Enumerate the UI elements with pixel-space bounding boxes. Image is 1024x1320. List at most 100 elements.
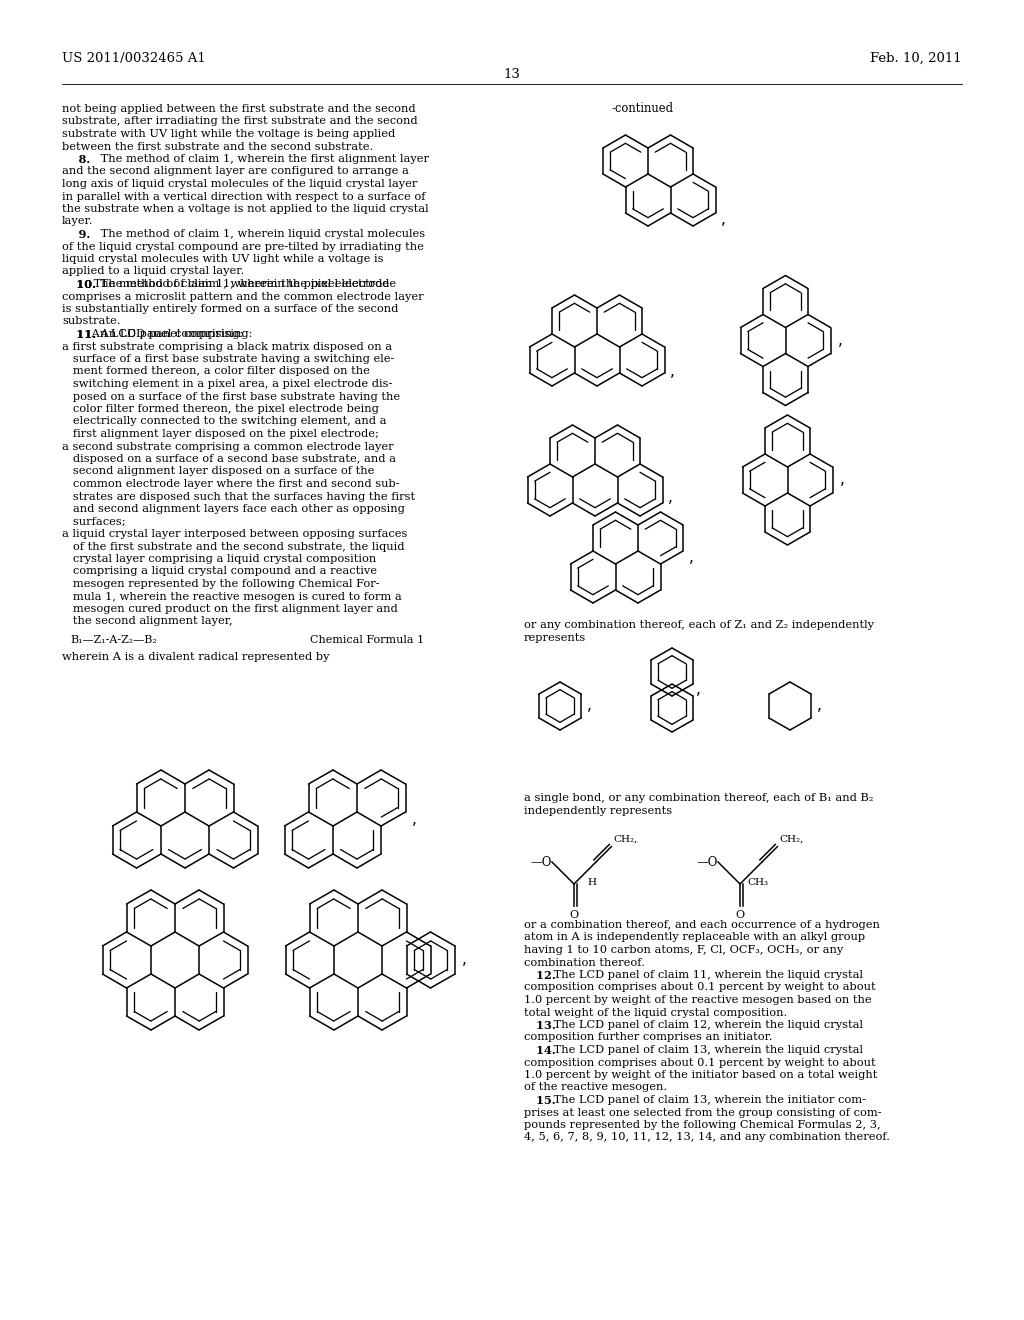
Text: Feb. 10, 2011: Feb. 10, 2011	[870, 51, 962, 65]
Text: 14.: 14.	[524, 1045, 556, 1056]
Text: Chemical Formula 1: Chemical Formula 1	[310, 635, 424, 645]
Text: or any combination thereof, each of Z₁ and Z₂ independently: or any combination thereof, each of Z₁ a…	[524, 620, 874, 630]
Text: represents: represents	[524, 634, 587, 643]
Text: ment formed thereon, a color filter disposed on the: ment formed thereon, a color filter disp…	[62, 367, 370, 376]
Text: ,: ,	[840, 473, 845, 487]
Text: mula 1, wherein the reactive mesogen is cured to form a: mula 1, wherein the reactive mesogen is …	[62, 591, 401, 602]
Text: 13: 13	[504, 69, 520, 81]
Text: The LCD panel of claim 13, wherein the liquid crystal: The LCD panel of claim 13, wherein the l…	[550, 1045, 863, 1055]
Text: CH₂,: CH₂,	[779, 834, 804, 843]
Text: ,: ,	[688, 550, 693, 565]
Text: of the liquid crystal compound are pre-tilted by irradiating the: of the liquid crystal compound are pre-t…	[62, 242, 424, 252]
Text: mesogen cured product on the first alignment layer and: mesogen cured product on the first align…	[62, 605, 397, 614]
Text: The method of claim 1, wherein the pixel electrode: The method of claim 1, wherein the pixel…	[97, 279, 396, 289]
Text: 13.: 13.	[524, 1020, 556, 1031]
Text: The method of claim 1, wherein liquid crystal molecules: The method of claim 1, wherein liquid cr…	[97, 228, 426, 239]
Text: disposed on a surface of a second base substrate, and a: disposed on a surface of a second base s…	[62, 454, 396, 465]
Text: 1.0 percent by weight of the initiator based on a total weight: 1.0 percent by weight of the initiator b…	[524, 1071, 878, 1080]
Text: or a combination thereof, and each occurrence of a hydrogen: or a combination thereof, and each occur…	[524, 920, 880, 931]
Text: of the reactive mesogen.: of the reactive mesogen.	[524, 1082, 667, 1093]
Text: The method of claim 1, wherein the pixel electrode: The method of claim 1, wherein the pixel…	[90, 279, 389, 289]
Text: comprising a liquid crystal compound and a reactive: comprising a liquid crystal compound and…	[62, 566, 377, 577]
Text: —O: —O	[530, 855, 551, 869]
Text: between the first substrate and the second substrate.: between the first substrate and the seco…	[62, 141, 374, 152]
Text: liquid crystal molecules with UV light while a voltage is: liquid crystal molecules with UV light w…	[62, 253, 384, 264]
Text: second alignment layer disposed on a surface of the: second alignment layer disposed on a sur…	[62, 466, 375, 477]
Text: mesogen represented by the following Chemical For-: mesogen represented by the following Che…	[62, 579, 380, 589]
Text: substrate with UV light while the voltage is being applied: substrate with UV light while the voltag…	[62, 129, 395, 139]
Text: composition comprises about 0.1 percent by weight to about: composition comprises about 0.1 percent …	[524, 1057, 876, 1068]
Text: total weight of the liquid crystal composition.: total weight of the liquid crystal compo…	[524, 1007, 787, 1018]
Text: CH₂,: CH₂,	[613, 834, 638, 843]
Text: and second alignment layers face each other as opposing: and second alignment layers face each ot…	[62, 504, 404, 513]
Text: not being applied between the first substrate and the second: not being applied between the first subs…	[62, 104, 416, 114]
Text: composition comprises about 0.1 percent by weight to about: composition comprises about 0.1 percent …	[524, 982, 876, 993]
Text: layer.: layer.	[62, 216, 93, 227]
Text: a liquid crystal layer interposed between opposing surfaces: a liquid crystal layer interposed betwee…	[62, 529, 408, 539]
Text: a first substrate comprising a black matrix disposed on a: a first substrate comprising a black mat…	[62, 342, 392, 351]
Text: composition further comprises an initiator.: composition further comprises an initiat…	[524, 1032, 773, 1043]
Text: comprises a microslit pattern and the common electrode layer: comprises a microslit pattern and the co…	[62, 292, 424, 301]
Text: CH₃: CH₃	[748, 878, 768, 887]
Text: posed on a surface of the first base substrate having the: posed on a surface of the first base sub…	[62, 392, 400, 401]
Text: 9.: 9.	[62, 228, 90, 240]
Text: switching element in a pixel area, a pixel electrode dis-: switching element in a pixel area, a pix…	[62, 379, 392, 389]
Text: combination thereof.: combination thereof.	[524, 957, 645, 968]
Text: 10.: 10.	[62, 279, 96, 290]
Text: H: H	[588, 878, 597, 887]
Text: long axis of liquid crystal molecules of the liquid crystal layer: long axis of liquid crystal molecules of…	[62, 180, 418, 189]
Text: ,: ,	[413, 812, 417, 826]
Text: 1.0 percent by weight of the reactive mesogen based on the: 1.0 percent by weight of the reactive me…	[524, 995, 871, 1005]
Text: ,: ,	[838, 333, 843, 348]
Text: ,: ,	[670, 364, 675, 379]
Text: wherein A is a divalent radical represented by: wherein A is a divalent radical represen…	[62, 652, 330, 661]
Text: substrate.: substrate.	[62, 317, 121, 326]
Text: strates are disposed such that the surfaces having the first: strates are disposed such that the surfa…	[62, 491, 415, 502]
Text: US 2011/0032465 A1: US 2011/0032465 A1	[62, 51, 206, 65]
Text: a single bond, or any combination thereof, each of B₁ and B₂: a single bond, or any combination thereo…	[524, 793, 873, 803]
Text: common electrode layer where the first and second sub-: common electrode layer where the first a…	[62, 479, 399, 488]
Text: crystal layer comprising a liquid crystal composition: crystal layer comprising a liquid crysta…	[62, 554, 376, 564]
Text: atom in A is independently replaceable with an alkyl group: atom in A is independently replaceable w…	[524, 932, 865, 942]
Text: The LCD panel of claim 12, wherein the liquid crystal: The LCD panel of claim 12, wherein the l…	[550, 1020, 863, 1030]
Text: substrate, after irradiating the first substrate and the second: substrate, after irradiating the first s…	[62, 116, 418, 127]
Text: is substantially entirely formed on a surface of the second: is substantially entirely formed on a su…	[62, 304, 398, 314]
Text: The LCD panel of claim 13, wherein the initiator com-: The LCD panel of claim 13, wherein the i…	[550, 1096, 866, 1105]
Text: surface of a first base substrate having a switching ele-: surface of a first base substrate having…	[62, 354, 394, 364]
Text: first alignment layer disposed on the pixel electrode;: first alignment layer disposed on the pi…	[62, 429, 379, 440]
Text: 4, 5, 6, 7, 8, 9, 10, 11, 12, 13, 14, and any combination thereof.: 4, 5, 6, 7, 8, 9, 10, 11, 12, 13, 14, an…	[524, 1133, 890, 1143]
Text: a second substrate comprising a common electrode layer: a second substrate comprising a common e…	[62, 441, 393, 451]
Text: The LCD panel of claim 11, wherein the liquid crystal: The LCD panel of claim 11, wherein the l…	[550, 970, 863, 979]
Text: B₁—Z₁-A-Z₂—B₂: B₁—Z₁-A-Z₂—B₂	[70, 635, 157, 645]
Text: the second alignment layer,: the second alignment layer,	[62, 616, 232, 627]
Text: O: O	[735, 909, 744, 920]
Text: having 1 to 10 carbon atoms, F, Cl, OCF₃, OCH₃, or any: having 1 to 10 carbon atoms, F, Cl, OCF₃…	[524, 945, 843, 954]
Text: ,: ,	[695, 682, 700, 697]
Text: ,: ,	[462, 953, 467, 968]
Text: the substrate when a voltage is not applied to the liquid crystal: the substrate when a voltage is not appl…	[62, 205, 429, 214]
Text: O: O	[569, 909, 579, 920]
Text: and the second alignment layer are configured to arrange a: and the second alignment layer are confi…	[62, 166, 409, 177]
Text: 11.: 11.	[62, 329, 96, 341]
Text: An LCD panel comprising:: An LCD panel comprising:	[97, 329, 253, 339]
Text: pounds represented by the following Chemical Formulas 2, 3,: pounds represented by the following Chem…	[524, 1119, 881, 1130]
Text: 12.: 12.	[524, 970, 556, 981]
Text: -continued: -continued	[612, 102, 674, 115]
Text: —O: —O	[696, 855, 718, 869]
Text: 15.: 15.	[524, 1096, 556, 1106]
Text: in parallel with a vertical direction with respect to a surface of: in parallel with a vertical direction wi…	[62, 191, 426, 202]
Text: ,: ,	[668, 490, 673, 506]
Text: 10.: 10.	[62, 279, 96, 290]
Text: of the first substrate and the second substrate, the liquid: of the first substrate and the second su…	[62, 541, 404, 552]
Text: An LCD panel comprising:: An LCD panel comprising:	[88, 329, 244, 339]
Text: applied to a liquid crystal layer.: applied to a liquid crystal layer.	[62, 267, 245, 276]
Text: color filter formed thereon, the pixel electrode being: color filter formed thereon, the pixel e…	[62, 404, 379, 414]
Text: prises at least one selected from the group consisting of com-: prises at least one selected from the gr…	[524, 1107, 882, 1118]
Text: 11.: 11.	[62, 329, 96, 341]
Text: ,: ,	[817, 698, 822, 714]
Text: surfaces;: surfaces;	[62, 516, 126, 527]
Text: independently represents: independently represents	[524, 807, 672, 816]
Text: The method of claim 1, wherein the first alignment layer: The method of claim 1, wherein the first…	[97, 154, 429, 164]
Text: ,: ,	[587, 698, 592, 714]
Text: 8.: 8.	[62, 154, 90, 165]
